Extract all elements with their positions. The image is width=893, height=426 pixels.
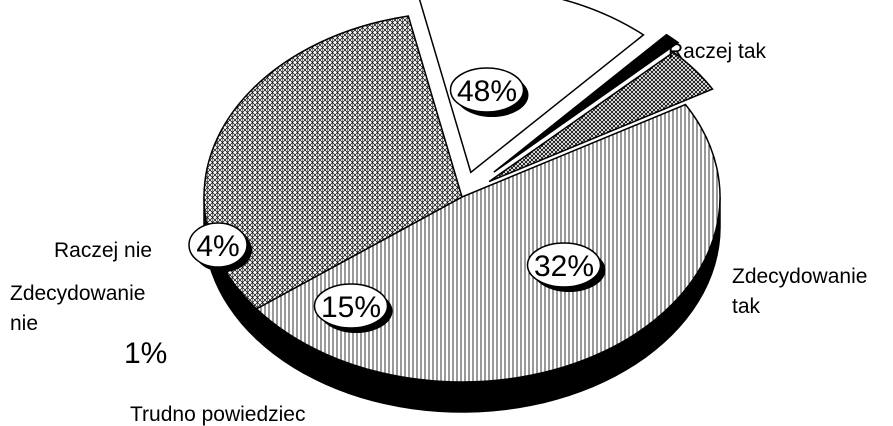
value-label: 32% xyxy=(534,250,594,283)
value-label: 4% xyxy=(196,230,239,263)
value-label: 48% xyxy=(457,75,517,108)
category-label: Raczej nie xyxy=(54,239,152,262)
slice-zdecydowanie-nie xyxy=(493,33,680,173)
category-label: Zdecydowanie tak xyxy=(732,265,867,318)
slice-raczej-nie xyxy=(488,51,714,183)
value-callout-bubble xyxy=(188,222,248,268)
value-callout-bubble xyxy=(313,283,389,329)
value-label: 15% xyxy=(321,291,381,324)
slice-trudno-powiedziec xyxy=(418,0,645,174)
value-callout-bubble xyxy=(526,242,602,288)
category-label: Raczej tak xyxy=(668,40,767,63)
category-label: Zdecydowanie nie xyxy=(10,282,145,335)
value-callout-bubble xyxy=(449,67,525,113)
pie-slices xyxy=(203,0,721,383)
value-callouts: 48% 32% 15% 1% 4% xyxy=(124,67,606,370)
value-label: 1% xyxy=(124,337,167,370)
category-labels: Raczej tak Zdecydowanie tak Trudno powiedzi… xyxy=(10,40,867,426)
category-label: Trudno powiedziec xyxy=(130,403,306,426)
